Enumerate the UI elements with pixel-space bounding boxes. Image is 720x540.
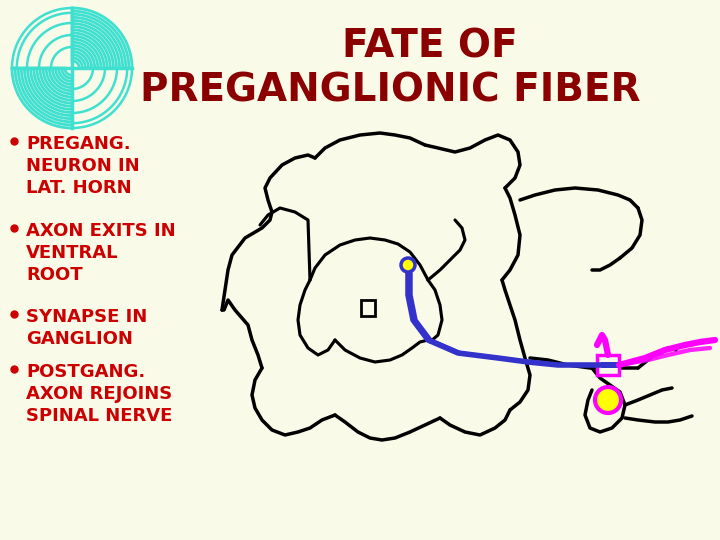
Text: AXON EXITS IN
VENTRAL
ROOT: AXON EXITS IN VENTRAL ROOT	[26, 222, 176, 285]
Bar	[361, 300, 375, 316]
Bar	[597, 355, 619, 375]
Text: FATE OF: FATE OF	[342, 28, 518, 66]
Text: PREGANG.
NEURON IN
LAT. HORN: PREGANG. NEURON IN LAT. HORN	[26, 135, 140, 198]
Circle shape	[401, 258, 415, 272]
Text: PREGANGLIONIC FIBER: PREGANGLIONIC FIBER	[140, 72, 640, 110]
Circle shape	[595, 387, 621, 413]
Text: POSTGANG.
AXON REJOINS
SPINAL NERVE: POSTGANG. AXON REJOINS SPINAL NERVE	[26, 363, 172, 426]
Text: SYNAPSE IN
GANGLION: SYNAPSE IN GANGLION	[26, 308, 148, 348]
